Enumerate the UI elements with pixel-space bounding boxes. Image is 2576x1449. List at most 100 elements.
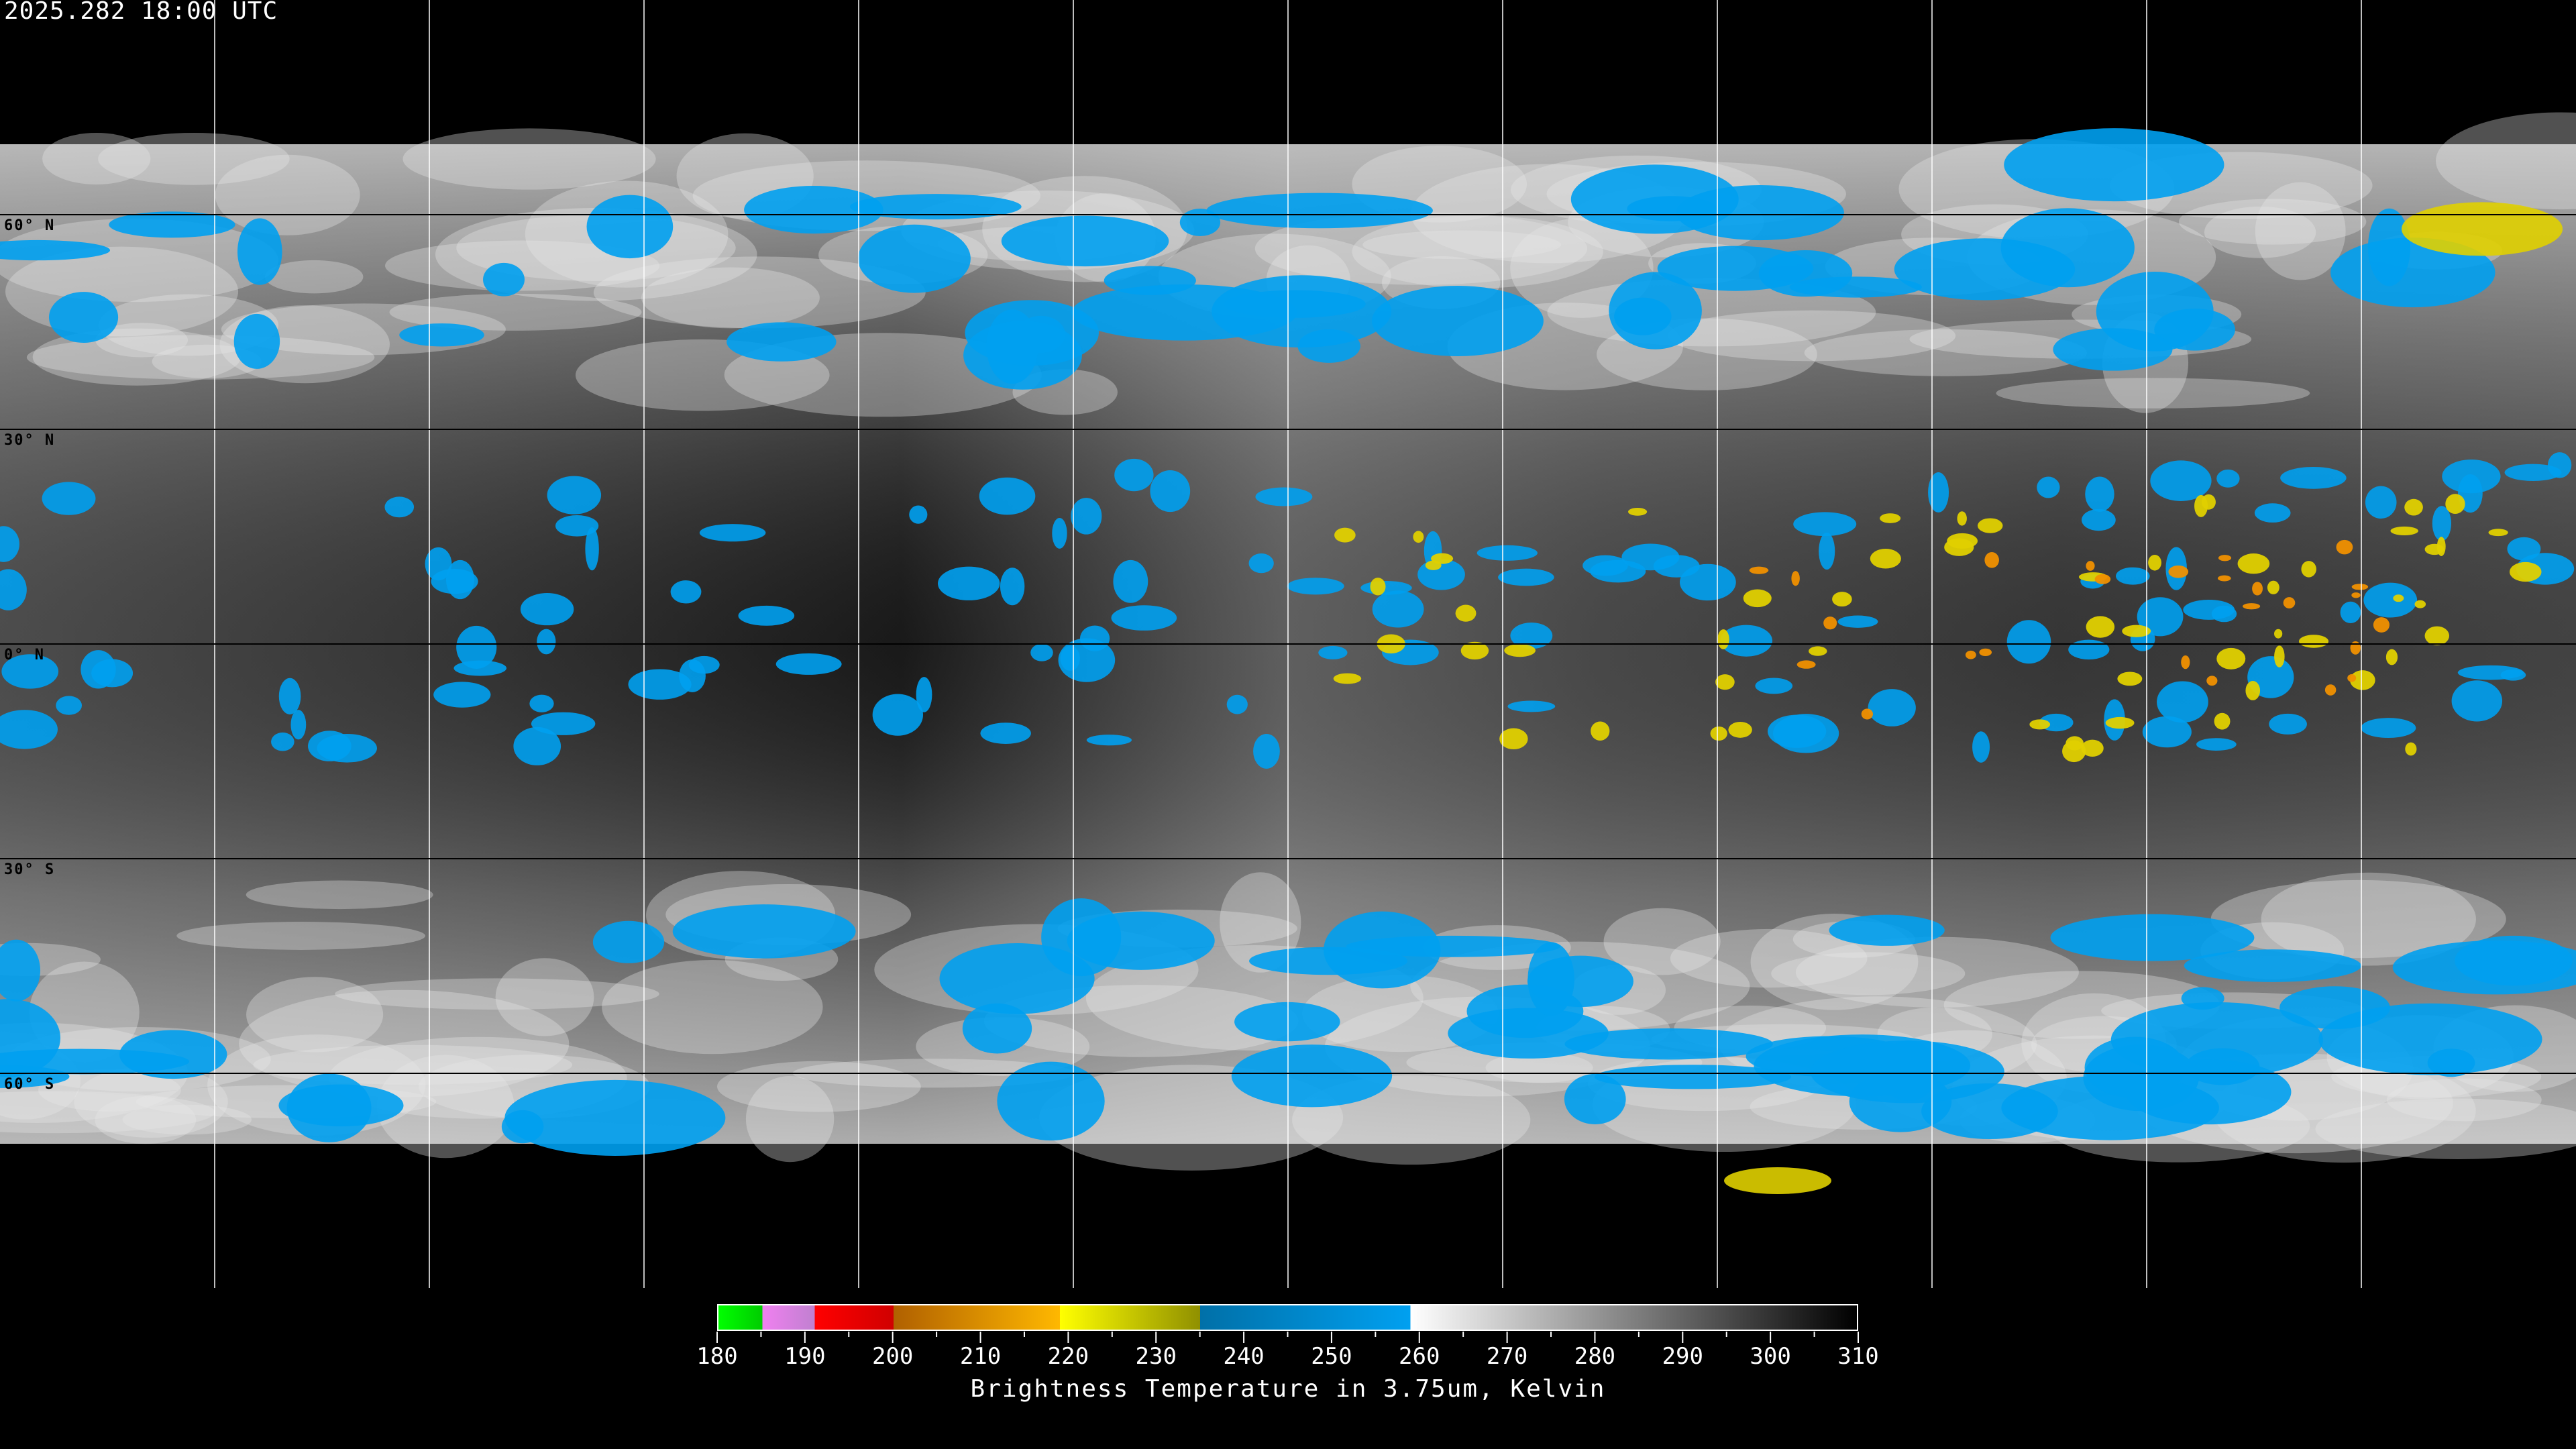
cloud-blob <box>2137 597 2184 637</box>
tick-label: 250 <box>1311 1343 1352 1370</box>
cloud-blob <box>2086 561 2095 571</box>
cloud-blob <box>2082 508 2116 531</box>
cloud-blob <box>1837 615 1878 628</box>
cloud-blob <box>2211 605 2237 623</box>
cloud-blob <box>122 1104 252 1135</box>
cloud-blob <box>2351 584 2369 590</box>
cloud-blob <box>1564 1028 1773 1060</box>
cloud-blob <box>2301 561 2316 578</box>
cloud-blob <box>1504 644 1536 657</box>
tick-label: 270 <box>1486 1343 1528 1370</box>
cloud-blob <box>456 625 497 669</box>
cloud-blob <box>1668 310 1956 362</box>
cloud-blob <box>1957 511 1967 526</box>
cloud-blob <box>916 677 932 712</box>
cloud-blob <box>1728 721 1752 738</box>
cloud-blob <box>1111 605 1177 631</box>
cloud-blob <box>0 239 111 261</box>
tick-label: 310 <box>1837 1343 1879 1370</box>
cloud-blob <box>38 1069 181 1112</box>
colorbar-title: Brightness Temperature in 3.75um, Kelvin <box>970 1375 1606 1403</box>
cloud-blob <box>253 1044 573 1085</box>
cloud-blob <box>152 344 262 378</box>
cloud-blob <box>0 526 19 562</box>
cloud-blob <box>376 1055 515 1159</box>
cloud-blob <box>501 1110 544 1144</box>
cloud-blob <box>1052 518 1067 549</box>
cloud-blob <box>1498 568 1554 586</box>
cloud-blob <box>997 1061 1105 1141</box>
cloud-blob <box>1086 735 1132 746</box>
cloud-blob <box>1627 196 1717 221</box>
cloud-blob <box>1670 928 1868 988</box>
cloud-blob <box>1819 532 1835 570</box>
cloud-blob <box>1591 721 1610 741</box>
cloud-blob <box>586 195 674 259</box>
cloud-blob <box>2179 199 2367 245</box>
cloud-blob <box>965 300 1099 366</box>
cloud-blob <box>2245 681 2261 700</box>
cloud-blob <box>1060 645 1080 672</box>
cloud-blob <box>872 694 924 736</box>
cloud-blob <box>2148 554 2161 571</box>
cloud-blob <box>547 476 602 515</box>
cloud-blob <box>1226 694 1248 714</box>
cloud-blob <box>317 734 377 763</box>
cloud-blob <box>402 128 656 190</box>
cloud-blob <box>2393 594 2404 602</box>
cloud-blob <box>727 322 837 362</box>
cloud-blob <box>1590 559 1646 583</box>
cloud-blob <box>2168 565 2189 578</box>
cloud-blob <box>483 262 525 297</box>
cloud-blob <box>2255 182 2346 280</box>
cloud-blob <box>1231 1044 1393 1108</box>
cloud-blob <box>1972 731 1990 763</box>
cloud-blob <box>670 580 702 604</box>
cloud-blob <box>672 904 856 959</box>
cloud-blob <box>384 496 415 518</box>
cloud-blob <box>286 1073 372 1142</box>
cloud-blob <box>592 920 665 963</box>
cloud-blob <box>74 1065 228 1138</box>
cloud-blob <box>2206 676 2218 686</box>
cloud-blob <box>2085 476 2114 512</box>
cloud-blob <box>2243 603 2261 610</box>
cloud-blob <box>2261 872 2476 966</box>
cloud-blob <box>745 1076 835 1163</box>
cloud-blob <box>2350 641 2361 655</box>
cloud-blob <box>2084 1036 2186 1099</box>
cloud-blob <box>384 240 660 291</box>
cloud-blob <box>1789 276 1922 298</box>
cloud-blob <box>1255 487 1313 506</box>
cloud-blob <box>1743 589 1772 608</box>
cloud-blob <box>2105 716 2135 729</box>
graticule <box>214 0 2362 1288</box>
cloud-blob <box>962 1003 1032 1054</box>
cloud-blob <box>1720 625 1773 657</box>
cloud-blob <box>1965 650 1976 659</box>
cloud-blob <box>2424 626 2450 645</box>
lat-label: 60° N <box>4 217 56 234</box>
cloud-blob <box>2210 879 2506 959</box>
cloud-blob <box>1773 714 1839 753</box>
cloud-blob <box>1755 678 1793 694</box>
cloud-blob <box>1861 708 1874 720</box>
colorbar <box>717 1304 1858 1331</box>
cloud-blob <box>1324 911 1441 989</box>
cloud-blob <box>0 569 27 610</box>
cloud-blob <box>2455 935 2573 986</box>
cloud-blob <box>2216 647 2246 669</box>
cloud-blob <box>2217 575 2231 582</box>
cloud-blob <box>1030 643 1053 661</box>
timestamp: 2025.282 18:00 UTC <box>4 0 278 25</box>
cloud-blob <box>1212 275 1392 348</box>
cloud-blob <box>2507 537 2541 561</box>
cloud-blob <box>593 256 926 329</box>
cloud-blob <box>237 218 282 285</box>
cloud-blob <box>2181 987 2224 1010</box>
cloud-blob <box>433 682 491 708</box>
cloud-blob <box>0 939 41 1002</box>
cloud-blob <box>2504 464 2562 481</box>
cloud-blob <box>1791 571 1800 586</box>
cloud-blob <box>2116 567 2150 585</box>
